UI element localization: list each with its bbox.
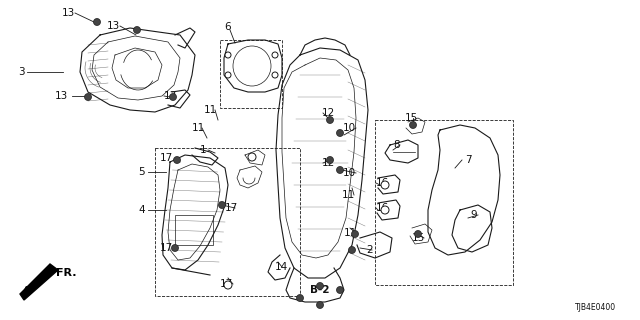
Text: 8: 8 (393, 140, 399, 150)
Circle shape (173, 156, 180, 164)
Text: 10: 10 (343, 168, 356, 178)
Circle shape (93, 19, 100, 26)
Circle shape (218, 202, 225, 209)
Text: 6: 6 (224, 22, 230, 32)
Bar (220, 40, 282, 108)
Text: 13: 13 (55, 91, 68, 101)
Text: 15: 15 (405, 113, 419, 123)
Circle shape (272, 72, 278, 78)
Circle shape (317, 283, 323, 290)
Text: B-2: B-2 (310, 285, 330, 295)
Circle shape (84, 93, 92, 100)
Bar (175, 215, 213, 245)
Circle shape (415, 230, 422, 237)
Circle shape (337, 130, 344, 137)
Text: 12: 12 (322, 158, 335, 168)
Circle shape (337, 286, 344, 293)
Circle shape (248, 153, 256, 161)
Text: 10: 10 (343, 123, 356, 133)
Circle shape (326, 156, 333, 164)
Circle shape (272, 52, 278, 58)
Text: 14: 14 (275, 262, 288, 272)
Text: 11: 11 (344, 228, 357, 238)
Polygon shape (20, 264, 58, 300)
Circle shape (225, 52, 231, 58)
Circle shape (351, 230, 358, 237)
Text: 17: 17 (225, 203, 238, 213)
Text: 12: 12 (322, 108, 335, 118)
Circle shape (381, 181, 389, 189)
Circle shape (326, 116, 333, 124)
Text: 9: 9 (470, 210, 477, 220)
Circle shape (172, 244, 179, 252)
Text: 11: 11 (204, 105, 217, 115)
Text: 16: 16 (376, 203, 389, 213)
Text: 11: 11 (342, 190, 355, 200)
Text: TJB4E0400: TJB4E0400 (575, 303, 616, 313)
Text: 3: 3 (18, 67, 24, 77)
Text: 11: 11 (192, 123, 205, 133)
Text: FR.: FR. (56, 268, 77, 278)
Bar (155, 148, 300, 296)
Text: 4: 4 (138, 205, 145, 215)
Circle shape (134, 27, 141, 34)
Text: 1: 1 (200, 145, 207, 155)
Text: 2: 2 (366, 245, 372, 255)
Circle shape (296, 294, 303, 301)
Text: 7: 7 (465, 155, 472, 165)
Text: 16: 16 (376, 178, 389, 188)
Circle shape (224, 281, 232, 289)
Text: 17: 17 (220, 279, 233, 289)
Bar (375, 120, 513, 285)
Text: 15: 15 (412, 233, 425, 243)
Text: 5: 5 (138, 167, 145, 177)
Circle shape (349, 246, 355, 253)
Circle shape (410, 122, 417, 129)
Circle shape (317, 301, 323, 308)
Text: 13: 13 (62, 8, 76, 18)
Text: 17: 17 (160, 243, 173, 253)
Circle shape (381, 206, 389, 214)
Circle shape (337, 166, 344, 173)
Circle shape (225, 72, 231, 78)
Circle shape (170, 93, 177, 100)
Text: 13: 13 (107, 21, 120, 31)
Text: 17: 17 (160, 153, 173, 163)
Text: 13: 13 (164, 91, 177, 101)
